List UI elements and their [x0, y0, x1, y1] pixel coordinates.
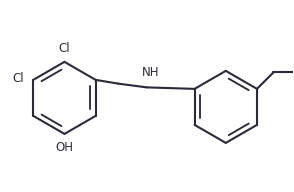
Text: NH: NH — [142, 66, 159, 79]
Text: OH: OH — [56, 141, 74, 154]
Text: Cl: Cl — [13, 72, 24, 85]
Text: Cl: Cl — [59, 42, 70, 55]
